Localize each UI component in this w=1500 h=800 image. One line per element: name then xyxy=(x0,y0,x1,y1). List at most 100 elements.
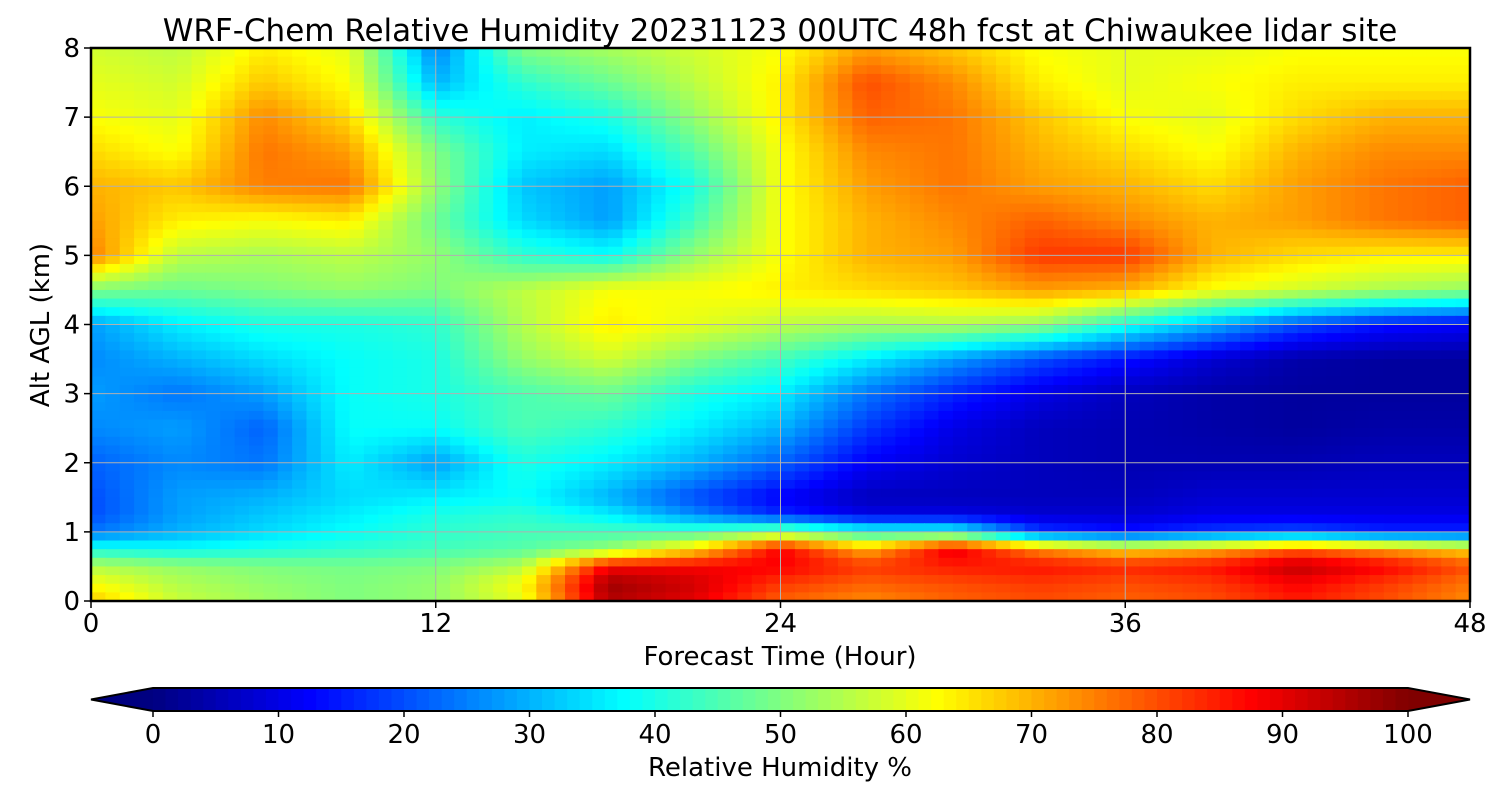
heatmap-cell xyxy=(1455,255,1470,265)
heatmap-cell xyxy=(478,376,494,386)
heatmap-cell xyxy=(464,177,480,187)
heatmap-cell xyxy=(593,255,609,265)
heatmap-cell xyxy=(651,471,667,481)
heatmap-cell xyxy=(1024,376,1040,386)
heatmap-cell xyxy=(622,238,638,248)
heatmap-cell xyxy=(938,125,954,136)
heatmap-cell xyxy=(349,462,365,472)
heatmap-cell xyxy=(277,212,293,222)
heatmap-cell xyxy=(407,91,422,101)
heatmap-cell xyxy=(1326,160,1342,170)
heatmap-cell xyxy=(1240,307,1256,317)
heatmap-cell xyxy=(450,151,466,161)
heatmap-cell xyxy=(1369,168,1385,179)
heatmap-cell xyxy=(435,281,451,291)
heatmap-cell xyxy=(421,194,437,205)
heatmap-cell xyxy=(1010,393,1026,403)
heatmap-cell xyxy=(636,177,652,187)
heatmap-cell xyxy=(1297,160,1313,170)
heatmap-cell xyxy=(651,91,667,101)
heatmap-cell xyxy=(1010,272,1026,282)
heatmap-cell xyxy=(1039,65,1055,75)
heatmap-cell xyxy=(694,462,710,472)
heatmap-cell xyxy=(1311,160,1327,170)
heatmap-cell xyxy=(1225,108,1241,118)
heatmap-cell xyxy=(1182,281,1198,291)
heatmap-cell xyxy=(751,289,767,300)
heatmap-cell xyxy=(1153,186,1169,196)
heatmap-cell xyxy=(751,125,767,136)
heatmap-cell xyxy=(636,454,652,464)
heatmap-cell xyxy=(478,436,494,447)
heatmap-cell xyxy=(349,402,365,412)
heatmap-cell xyxy=(450,402,466,412)
heatmap-cell xyxy=(450,99,466,110)
heatmap-cell xyxy=(1053,99,1069,110)
heatmap-cell xyxy=(1153,65,1169,75)
heatmap-cell xyxy=(924,341,940,352)
heatmap-cell xyxy=(1311,272,1327,282)
heatmap-cell xyxy=(1240,480,1256,490)
heatmap-cell xyxy=(421,281,437,291)
heatmap-cell xyxy=(1082,212,1098,222)
heatmap-cell xyxy=(464,117,480,127)
heatmap-cell xyxy=(91,177,106,187)
heatmap-cell xyxy=(1110,99,1126,110)
heatmap-cell xyxy=(651,359,667,369)
heatmap-cell xyxy=(823,91,839,101)
heatmap-cell xyxy=(335,238,351,248)
heatmap-cell xyxy=(1096,462,1112,472)
heatmap-cell xyxy=(363,428,379,438)
heatmap-cell xyxy=(938,272,954,282)
heatmap-cell xyxy=(995,99,1011,110)
heatmap-cell xyxy=(263,82,279,92)
heatmap-cell xyxy=(679,82,695,92)
heatmap-cell xyxy=(1455,56,1470,66)
heatmap-cell xyxy=(1398,238,1414,248)
heatmap-cell xyxy=(91,82,106,92)
heatmap-cell xyxy=(622,99,638,110)
heatmap-cell xyxy=(220,65,236,75)
heatmap-cell xyxy=(1268,203,1284,213)
heatmap-cell xyxy=(105,393,121,403)
heatmap-cell xyxy=(1455,238,1470,248)
heatmap-cell xyxy=(249,108,264,118)
heatmap-cell xyxy=(435,376,451,386)
heatmap-cell xyxy=(780,367,796,377)
heatmap-cell xyxy=(335,445,351,455)
heatmap-cell xyxy=(292,333,308,343)
heatmap-cell xyxy=(392,99,408,110)
heatmap-cell xyxy=(292,82,308,92)
heatmap-cell xyxy=(1455,151,1470,161)
heatmap-cell xyxy=(1211,220,1227,231)
heatmap-cell xyxy=(593,238,609,248)
heatmap-cell xyxy=(435,48,451,58)
heatmap-cell xyxy=(837,203,853,213)
heatmap-cell xyxy=(478,333,494,343)
heatmap-cell xyxy=(1254,350,1270,360)
heatmap-cell xyxy=(924,471,940,481)
heatmap-cell xyxy=(162,117,178,127)
heatmap-cell xyxy=(723,471,738,481)
heatmap-cell xyxy=(392,134,408,144)
heatmap-cell xyxy=(1326,143,1342,153)
heatmap-cell xyxy=(938,341,954,352)
heatmap-cell xyxy=(938,73,954,84)
heatmap-cell xyxy=(1369,99,1385,110)
heatmap-cell xyxy=(751,272,767,282)
heatmap-cell xyxy=(292,134,308,144)
heatmap-cell xyxy=(1182,264,1198,274)
heatmap-cell xyxy=(1240,108,1256,118)
heatmap-cell xyxy=(909,73,925,84)
heatmap-cell xyxy=(536,376,552,386)
heatmap-cell xyxy=(1283,168,1299,179)
heatmap-cell xyxy=(378,168,394,179)
heatmap-cell xyxy=(1412,212,1428,222)
heatmap-cell xyxy=(1067,272,1083,282)
heatmap-cell xyxy=(909,177,925,187)
heatmap-cell xyxy=(134,255,150,265)
heatmap-cell xyxy=(593,359,609,369)
heatmap-cell xyxy=(938,91,954,101)
heatmap-cell xyxy=(1369,419,1385,429)
heatmap-cell xyxy=(809,125,825,136)
